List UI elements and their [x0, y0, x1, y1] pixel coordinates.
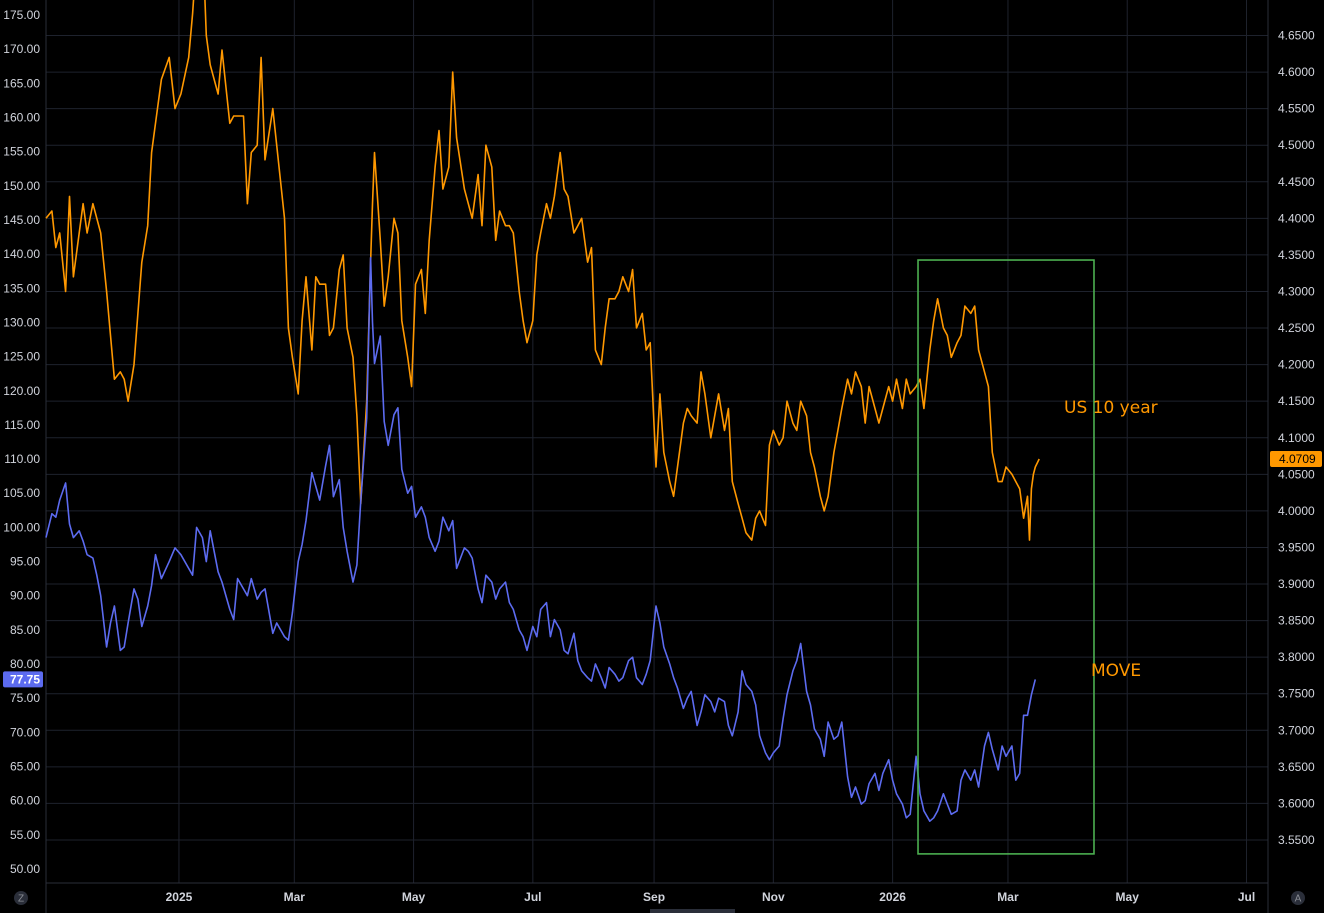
highlight-rectangle [917, 259, 1095, 855]
left-tick-label: 135.00 [3, 281, 40, 295]
right-tick-label: 4.5500 [1278, 102, 1315, 116]
left-tick-label: 60.00 [10, 794, 40, 808]
left-tick-label: 105.00 [3, 486, 40, 500]
left-tick-label: 165.00 [3, 76, 40, 90]
left-tick-label: 65.00 [10, 760, 40, 774]
right-tick-label: 3.9500 [1278, 540, 1315, 554]
annotation-move: MOVE [1091, 661, 1141, 681]
annotation-us-10-year: US 10 year [1064, 398, 1158, 418]
corner-buttons: Z A [14, 891, 1305, 905]
x-tick-label: Sep [643, 890, 665, 904]
x-tick-label: 2025 [166, 890, 193, 904]
right-tick-label: 4.2000 [1278, 358, 1315, 372]
x-axis-ticks: 2025 Mar May Jul Sep Nov 2026 Mar May Jul [166, 890, 1256, 904]
last-value-badge-us-10-year [1270, 450, 1322, 467]
corner-right-label: A [1295, 894, 1302, 905]
last-value-label-move: 77.75 [10, 672, 40, 686]
right-tick-label: 4.1500 [1278, 394, 1315, 408]
right-tick-label: 3.8000 [1278, 650, 1315, 664]
x-tick-label: Mar [997, 890, 1019, 904]
left-tick-label: 75.00 [10, 691, 40, 705]
left-tick-label: 175.00 [3, 8, 40, 22]
series-line-us-10-year [45, 0, 1040, 541]
corner-left-label: Z [18, 894, 24, 905]
axes [45, 0, 1269, 913]
right-tick-label: 4.5000 [1278, 138, 1315, 152]
right-tick-label: 4.6000 [1278, 65, 1315, 79]
highlight-box [917, 259, 1095, 855]
right-tick-label: 3.6000 [1278, 796, 1315, 810]
left-tick-label: 95.00 [10, 555, 40, 569]
corner-right-button[interactable] [1291, 891, 1305, 905]
right-axis-ticks: 3.5500 3.6000 3.6500 3.7000 3.7500 3.8000 3.85… [1278, 29, 1315, 848]
left-tick-label: 160.00 [3, 110, 40, 124]
x-tick-label: Mar [284, 890, 306, 904]
left-tick-label: 120.00 [3, 384, 40, 398]
left-tick-label: 150.00 [3, 179, 40, 193]
right-tick-label: 3.8500 [1278, 614, 1315, 628]
left-tick-label: 50.00 [10, 862, 40, 876]
x-tick-label: 2026 [879, 890, 906, 904]
left-tick-label: 110.00 [4, 452, 40, 466]
right-tick-label: 3.9000 [1278, 577, 1315, 591]
left-tick-label: 130.00 [3, 315, 40, 329]
last-value-badges: 4.0709 77.75 [3, 450, 1322, 688]
left-tick-label: 145.00 [3, 213, 40, 227]
right-tick-label: 3.6500 [1278, 760, 1315, 774]
left-tick-label: 170.00 [3, 42, 40, 56]
left-tick-label: 115.00 [4, 418, 40, 432]
left-axis-ticks: 50.00 55.00 60.00 65.00 70.00 75.00 80.00 85.00… [3, 8, 40, 876]
right-tick-label: 4.1000 [1278, 431, 1315, 445]
left-tick-label: 80.00 [10, 657, 40, 671]
x-tick-label: Jul [1238, 890, 1255, 904]
right-tick-label: 4.4000 [1278, 211, 1315, 225]
x-tick-label: May [402, 890, 426, 904]
right-tick-label: 4.4500 [1278, 175, 1315, 189]
left-tick-label: 85.00 [10, 623, 40, 637]
left-tick-label: 100.00 [3, 520, 40, 534]
left-tick-label: 70.00 [10, 725, 40, 739]
right-tick-label: 3.7500 [1278, 687, 1315, 701]
right-tick-label: 4.0000 [1278, 504, 1315, 518]
series-line-move [45, 256, 1037, 822]
series [45, 0, 1040, 822]
right-tick-label: 4.6500 [1278, 29, 1315, 43]
x-tick-label: Nov [762, 890, 785, 904]
last-value-label-us-10-year: 4.0709 [1279, 452, 1316, 466]
right-tick-label: 4.3500 [1278, 248, 1315, 262]
last-value-badge-move [3, 671, 43, 688]
left-tick-label: 125.00 [3, 350, 40, 364]
right-tick-label: 4.2500 [1278, 321, 1315, 335]
right-tick-label: 3.7000 [1278, 723, 1315, 737]
x-tick-label: Jul [524, 890, 541, 904]
corner-left-button[interactable] [14, 891, 28, 905]
x-tick-label: May [1116, 890, 1140, 904]
left-tick-label: 55.00 [10, 828, 40, 842]
left-tick-label: 140.00 [3, 247, 40, 261]
timeline-scroll-handle[interactable] [650, 909, 735, 913]
annotations: US 10 year MOVE [1064, 398, 1158, 681]
gridlines [46, 0, 1268, 883]
right-tick-label: 3.5500 [1278, 833, 1315, 847]
right-tick-label: 4.0500 [1278, 467, 1315, 481]
right-tick-label: 4.3000 [1278, 284, 1315, 298]
left-tick-label: 90.00 [10, 589, 40, 603]
left-tick-label: 155.00 [3, 145, 40, 159]
